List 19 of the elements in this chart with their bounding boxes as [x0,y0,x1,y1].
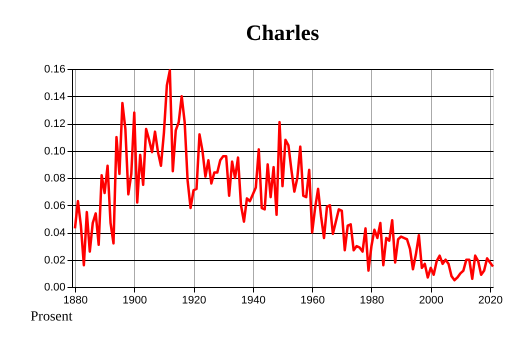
y-axis-title: Prosent [30,310,73,324]
y-tick-label: 0.16 [44,64,66,76]
x-tick-label: 1940 [241,294,266,306]
y-tick-label: 0.14 [44,90,66,103]
x-tick-label: 1920 [182,294,206,306]
y-tick-label: 0.12 [44,118,66,130]
x-tick-label: 1880 [63,294,88,306]
x-tick-label: 2000 [418,294,444,306]
y-tick-label: 0.06 [44,200,66,212]
y-tick-label: 0.00 [44,282,66,294]
y-tick-label: 0.02 [44,254,66,266]
x-tick-label: 2020 [478,294,503,306]
x-tick-label: 1980 [360,294,384,306]
x-tick-label: 1960 [300,294,325,306]
y-tick-label: 0.04 [44,227,66,239]
chart-title: Charles [246,20,320,45]
x-tick-label: 1900 [122,294,148,306]
y-tick-label: 0.08 [44,172,66,184]
y-tick-label: 0.10 [44,145,66,158]
